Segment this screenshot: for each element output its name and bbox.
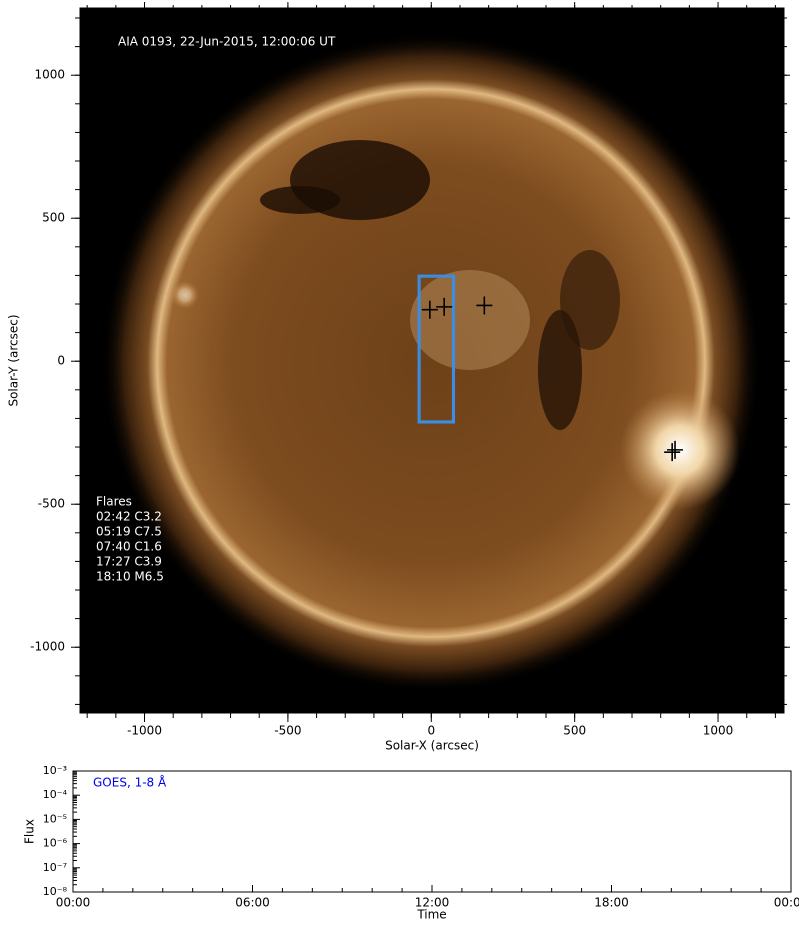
y-tick-label: 10⁻⁵ — [43, 812, 67, 825]
y-tick-label: 1000 — [34, 68, 65, 82]
y-tick-label: 10⁻⁷ — [43, 861, 67, 874]
y-tick-label: 10⁻⁸ — [43, 885, 68, 898]
solar-image-panel: -1000 -500 0 500 1000 -1000 -500 0 500 1000 Solar-… — [7, 2, 790, 753]
y-tick-label: 10⁻³ — [43, 764, 67, 777]
coronal-hole — [560, 250, 620, 350]
y-tick-label: 10⁻⁶ — [43, 837, 68, 850]
frame — [79, 7, 785, 714]
y-tick-label: 0 — [57, 354, 65, 368]
bright-region — [171, 281, 199, 309]
flare-marker — [476, 296, 493, 315]
x-tick-label: 06:00 — [235, 896, 270, 910]
flare-list: 05:19 C7.5 — [96, 525, 162, 539]
flare-marker — [421, 300, 438, 319]
image-title: AIA 0193, 22-Jun-2015, 12:00:06 UT — [118, 35, 336, 49]
plot-frame — [72, 770, 792, 893]
goes-panel: XMC00:0006:0012:0018:0000:0010⁻⁸10⁻⁷10⁻⁶… — [23, 764, 799, 922]
overlay — [417, 274, 684, 462]
flare-list: 18:10 M6.5 — [96, 570, 164, 584]
region-box — [419, 276, 454, 423]
x-tick-label: 500 — [563, 724, 586, 738]
x-axis-label: Time — [416, 908, 446, 922]
x-tick-label: 12:00 — [415, 896, 450, 910]
x-tick-label: 0 — [427, 724, 435, 738]
active-region — [410, 270, 530, 370]
x-tick-label: -500 — [274, 724, 301, 738]
flare-list: 02:42 C3.2 — [96, 510, 162, 524]
x-tick-label: 18:00 — [594, 896, 629, 910]
flare-list: 17:27 C3.9 — [96, 555, 162, 569]
series-label: GOES, 1-8 Å — [93, 775, 167, 790]
y-tick-label: -1000 — [30, 640, 65, 654]
flare-marker — [667, 440, 684, 459]
region-box — [417, 274, 456, 424]
x-tick-label: 1000 — [703, 724, 734, 738]
y-tick-label: -500 — [38, 497, 65, 511]
y-axis-label: Solar-Y (arcsec) — [7, 314, 21, 406]
x-tick-label: 00:00 — [56, 896, 91, 910]
flare-marker — [436, 297, 453, 316]
x-tick-label: -1000 — [127, 724, 162, 738]
y-tick-label: 500 — [42, 211, 65, 225]
x-tick-label: 00:00 — [774, 896, 799, 910]
flare-list: Flares — [96, 495, 132, 509]
sun-image — [101, 33, 761, 693]
sun-disc — [101, 33, 761, 693]
y-axis-label: Flux — [23, 819, 37, 844]
y-tick-label: 10⁻⁴ — [43, 788, 68, 801]
coronal-hole — [538, 310, 582, 430]
flare-list: 07:40 C1.6 — [96, 540, 162, 554]
coronal-hole — [260, 186, 340, 214]
x-axis-label: Solar-X (arcsec) — [385, 739, 479, 753]
flare-marker — [664, 443, 681, 462]
